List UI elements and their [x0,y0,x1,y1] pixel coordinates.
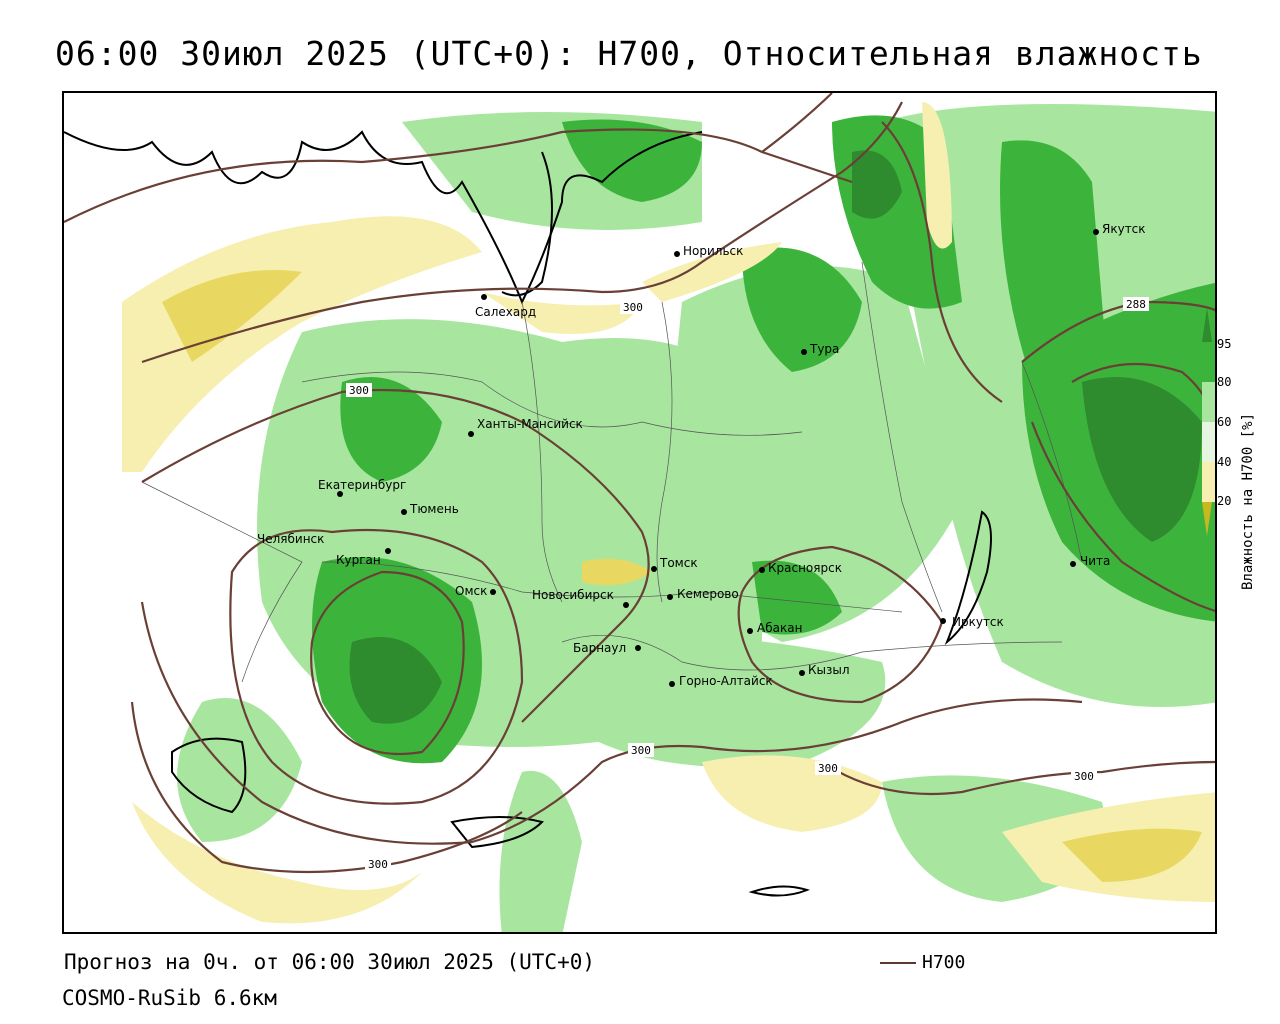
coastlines [64,130,992,897]
city-label: Тюмень [409,502,459,516]
city-dot [468,431,474,437]
contour-label: 300 [623,301,643,314]
city-label: Якутск [1102,222,1146,236]
model-caption: COSMO-RuSib 6.6км [62,986,277,1010]
colorbar-tick: 40 [1217,455,1231,469]
contour-label: 300 [631,744,651,757]
city-label: Тура [809,342,839,356]
forecast-caption: Прогноз на 0ч. от 06:00 30июл 2025 (UTC+… [64,950,596,974]
city-dot [651,566,657,572]
contour-legend-line [880,962,916,964]
colorbar-title: Влажность на H700 [%] [1240,412,1256,590]
city-label: Ханты-Мансийск [477,417,583,431]
colorbar-bottom-triangle [1202,502,1212,536]
colorbar-tick: 80 [1217,375,1231,389]
city-label: Абакан [757,621,802,635]
city-dot [674,251,680,257]
city-dot [623,602,629,608]
city-dot [801,349,807,355]
h700-contours [64,93,1215,874]
colorbar-tick: 95 [1217,337,1231,351]
city-label: Курган [336,553,381,567]
city-label: Кызыл [808,663,850,677]
city-dot [799,670,805,676]
city-label: Томск [659,556,698,570]
contour-label: 300 [818,762,838,775]
city-label: Екатеринбург [318,478,406,492]
contour-legend: H700 [880,952,965,973]
city-dot [481,294,487,300]
contour-label: 300 [368,858,388,871]
colorbar-segment [1202,342,1215,382]
city-dot [1070,561,1076,567]
contour-label: 300 [1074,770,1094,783]
city-dot [490,589,496,595]
city-label: Новосибирск [532,588,614,602]
city-dot [337,491,343,497]
city-label: Горно-Алтайск [679,674,773,688]
humidity-fill [64,93,1215,932]
region-borders [141,261,1083,683]
colorbar-top-triangle [1202,308,1212,342]
city-dot [1093,229,1099,235]
contour-label-group: 300 300 300 300 300 300 288 [346,297,1149,871]
city-label: Челябинск [257,532,324,546]
city-dot [940,618,946,624]
city-dot [669,681,675,687]
colorbar-tick: 20 [1217,494,1231,508]
colorbar-segment [1202,462,1215,502]
city-dot [759,567,765,573]
city-label: Салехард [475,305,536,319]
map-title: 06:00 30июл 2025 (UTC+0): H700, Относите… [55,34,1203,73]
city-label: Чита [1080,554,1110,568]
city-dot [667,594,673,600]
contour-legend-label: H700 [922,952,966,973]
humidity-colorbar: 95 80 60 40 20 [1202,308,1231,536]
city-label: Красноярск [768,561,842,575]
contour-label: 300 [349,384,369,397]
humidity-map: 300 300 300 300 300 300 288 Норильск Яку… [62,91,1217,934]
colorbar-tick: 60 [1217,415,1231,429]
city-dot [401,509,407,515]
contour-label: 288 [1126,298,1146,311]
city-label: Норильск [683,244,743,258]
colorbar-segment [1202,422,1215,462]
city-label: Омск [455,584,487,598]
city-label: Барнаул [573,641,626,655]
colorbar-segment [1202,382,1215,422]
city-label: Кемерово [677,587,739,601]
city-dot [635,645,641,651]
city-label: Иркутск [952,615,1004,629]
city-dot [747,628,753,634]
city-markers: Норильск Якутск Салехард Тура Ханты-Манс… [257,222,1146,688]
map-canvas: 300 300 300 300 300 300 288 Норильск Яку… [64,93,1215,932]
city-dot [385,548,391,554]
